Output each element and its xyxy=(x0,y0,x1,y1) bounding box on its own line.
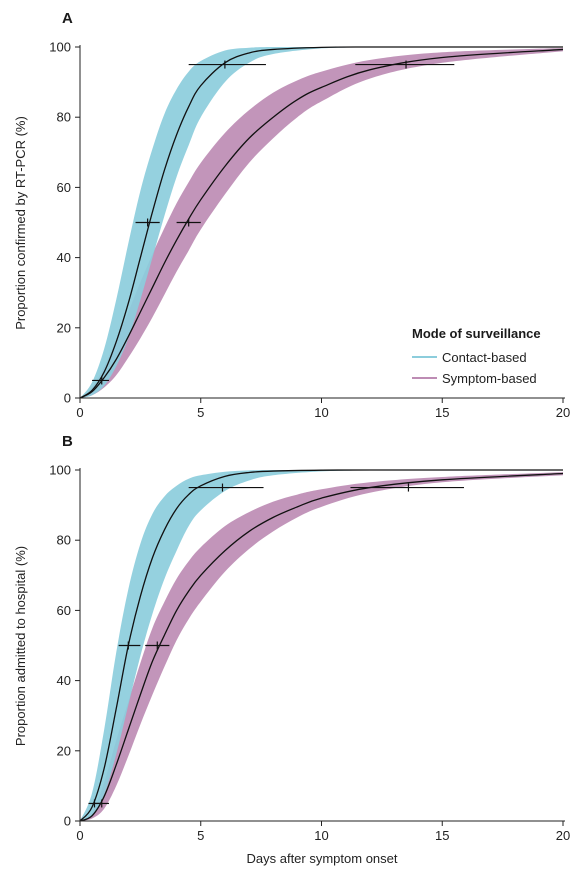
panel-a-ytick-label-4: 80 xyxy=(57,110,71,125)
panel-b-ytick-label-5: 100 xyxy=(49,463,71,478)
panel-a: A Proportion confirmed by RT-PCR (%) 0 20… xyxy=(13,10,570,420)
panel-b-ytick-label-1: 20 xyxy=(57,743,71,758)
panel-b-label: B xyxy=(62,433,73,450)
panel-b-bands xyxy=(80,469,563,821)
panel-b-markers xyxy=(88,483,464,808)
panel-b: B Proportion admitted to hospital (%) 0 2… xyxy=(13,433,570,866)
panel-a-ytick-label-0: 0 xyxy=(64,391,71,406)
legend: Mode of surveillance Contact-based Sympt… xyxy=(412,326,541,386)
panel-b-xtick-label-3: 15 xyxy=(435,828,449,843)
panel-a-ytick-label-5: 100 xyxy=(49,40,71,55)
panel-a-ytick-label-3: 60 xyxy=(57,180,71,195)
panel-a-xtick-label-1: 5 xyxy=(197,405,204,420)
panel-a-ytick-label-2: 40 xyxy=(57,250,71,265)
panel-a-xtick-label-2: 10 xyxy=(314,405,328,420)
panel-a-line-contact-based xyxy=(79,46,563,399)
panel-a-ytick-label-1: 20 xyxy=(57,320,71,335)
panel-b-line-contact-based xyxy=(79,469,563,822)
panel-b-xtick-label-1: 5 xyxy=(197,828,204,843)
panel-b-line-symptom-based xyxy=(79,472,564,822)
legend-entry-symptom-based: Symptom-based xyxy=(442,371,537,386)
panel-a-xtick-label-4: 20 xyxy=(556,405,570,420)
panel-b-ytick-label-4: 80 xyxy=(57,533,71,548)
panel-b-xtick-label-2: 10 xyxy=(314,828,328,843)
legend-title: Mode of surveillance xyxy=(412,326,541,341)
legend-entry-contact-based: Contact-based xyxy=(442,350,527,365)
panel-b-band-symptom-based xyxy=(80,472,563,821)
panel-a-label: A xyxy=(62,10,73,27)
panel-b-xlabel: Days after symptom onset xyxy=(247,851,398,866)
panel-a-lines xyxy=(79,46,564,399)
panel-b-ytick-label-3: 60 xyxy=(57,603,71,618)
panel-b-ytick-label-2: 40 xyxy=(57,673,71,688)
panel-b-axes: 0 20 40 60 80 100 0 5 10 15 20 xyxy=(49,463,570,844)
panel-a-markers xyxy=(92,60,455,385)
panel-a-xtick-label-3: 15 xyxy=(435,405,449,420)
panel-a-line-symptom-based xyxy=(79,48,564,399)
panel-b-xtick-label-4: 20 xyxy=(556,828,570,843)
panel-a-axes: 0 20 40 60 80 100 0 5 10 15 20 xyxy=(49,40,570,421)
panel-b-lines xyxy=(79,469,564,822)
panel-a-ylabel: Proportion confirmed by RT-PCR (%) xyxy=(13,116,28,330)
panel-b-ylabel: Proportion admitted to hospital (%) xyxy=(13,546,28,746)
panel-b-ytick-label-0: 0 xyxy=(64,814,71,829)
panel-b-xtick-label-0: 0 xyxy=(76,828,83,843)
panel-a-xtick-label-0: 0 xyxy=(76,405,83,420)
